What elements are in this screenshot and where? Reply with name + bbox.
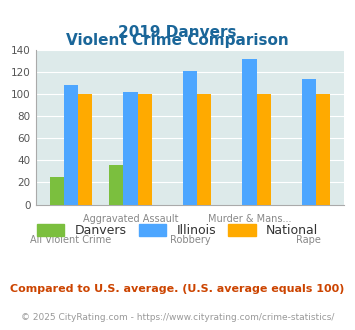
Bar: [257, 94, 271, 205]
Text: Robbery: Robbery: [170, 235, 210, 245]
Bar: [316, 94, 330, 205]
Bar: [302, 80, 316, 205]
Bar: [64, 85, 78, 205]
Bar: [109, 165, 123, 205]
Bar: [197, 94, 211, 205]
Bar: [242, 59, 257, 205]
Text: © 2025 CityRating.com - https://www.cityrating.com/crime-statistics/: © 2025 CityRating.com - https://www.city…: [21, 313, 334, 322]
Bar: [123, 92, 138, 205]
Text: All Violent Crime: All Violent Crime: [30, 235, 111, 245]
Legend: Danvers, Illinois, National: Danvers, Illinois, National: [32, 219, 323, 242]
Text: Violent Crime Comparison: Violent Crime Comparison: [66, 33, 289, 48]
Text: 2019 Danvers: 2019 Danvers: [118, 25, 237, 40]
Text: Rape: Rape: [296, 235, 321, 245]
Text: Compared to U.S. average. (U.S. average equals 100): Compared to U.S. average. (U.S. average …: [10, 284, 345, 294]
Bar: [78, 94, 92, 205]
Bar: [50, 177, 64, 205]
Bar: [183, 71, 197, 205]
Bar: [138, 94, 152, 205]
